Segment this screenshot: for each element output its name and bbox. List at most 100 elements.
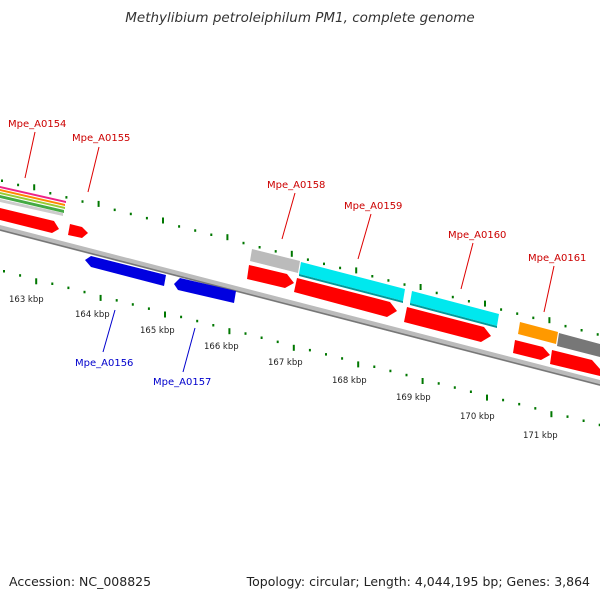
gene-arrow-mpe-a0156 bbox=[85, 256, 166, 286]
major-tick bbox=[290, 250, 293, 257]
minor-tick bbox=[502, 398, 505, 402]
minor-tick bbox=[534, 407, 537, 410]
major-tick bbox=[35, 278, 38, 285]
label-leaders bbox=[24, 131, 555, 373]
minor-tick bbox=[308, 348, 311, 352]
genome-backbone bbox=[0, 225, 600, 386]
minor-tick bbox=[81, 200, 84, 203]
minor-tick bbox=[242, 241, 245, 245]
minor-tick bbox=[516, 312, 519, 315]
minor-tick bbox=[566, 415, 569, 418]
minor-tick bbox=[244, 332, 247, 335]
scale-labels: 163 kbp 164 kbp 165 kbp 166 kbp 167 kbp … bbox=[9, 295, 558, 441]
major-tick bbox=[421, 378, 424, 384]
minor-tick bbox=[83, 290, 86, 294]
scale-label: 170 kbp bbox=[460, 412, 495, 422]
minor-tick bbox=[49, 192, 52, 195]
minor-tick bbox=[518, 402, 521, 406]
gene-label: Mpe_A0160 bbox=[448, 230, 506, 241]
minor-tick bbox=[212, 324, 215, 327]
minor-tick bbox=[451, 295, 454, 299]
minor-tick bbox=[306, 258, 309, 261]
major-tick bbox=[484, 300, 486, 307]
minor-tick bbox=[467, 300, 470, 303]
gene-label: Mpe_A0156 bbox=[75, 358, 133, 369]
major-tick bbox=[355, 267, 358, 274]
scale-label: 168 kbp bbox=[332, 376, 367, 386]
minor-tick bbox=[389, 369, 392, 373]
minor-tick bbox=[403, 283, 406, 286]
tick-marks bbox=[1, 179, 600, 427]
minor-tick bbox=[3, 270, 5, 273]
major-tick bbox=[99, 294, 102, 301]
gene-label: Mpe_A0155 bbox=[72, 133, 130, 144]
minor-tick bbox=[598, 423, 600, 427]
major-tick bbox=[164, 311, 166, 318]
minor-tick bbox=[1, 179, 3, 182]
gene-arrow-mpe-a0159 bbox=[294, 278, 397, 317]
minor-tick bbox=[129, 212, 132, 216]
scale-label: 166 kbp bbox=[204, 342, 239, 352]
minor-tick bbox=[180, 315, 183, 319]
topology-text: Topology: circular; Length: 4,044,195 bp… bbox=[246, 574, 590, 589]
minor-tick bbox=[210, 233, 213, 236]
major-tick bbox=[419, 284, 422, 290]
minor-tick bbox=[323, 262, 325, 266]
major-tick bbox=[226, 234, 229, 241]
major-tick bbox=[486, 394, 488, 401]
gene-arrow-mpe-a0161 bbox=[513, 340, 550, 360]
minor-tick bbox=[596, 333, 599, 336]
minor-tick bbox=[325, 353, 327, 356]
scale-label: 171 kbp bbox=[523, 431, 558, 441]
minor-tick bbox=[405, 373, 408, 377]
minor-tick bbox=[147, 307, 150, 310]
minor-tick bbox=[435, 291, 438, 295]
accession-text: Accession: NC_008825 bbox=[9, 574, 152, 589]
gene-arrow-mpe-a0160 bbox=[404, 307, 491, 342]
major-tick bbox=[33, 184, 36, 191]
gene-arrows bbox=[0, 208, 600, 376]
minor-tick bbox=[19, 274, 22, 277]
minor-tick bbox=[387, 279, 390, 282]
scale-label: 169 kbp bbox=[396, 393, 431, 403]
major-tick bbox=[292, 344, 295, 351]
minor-tick bbox=[371, 275, 374, 278]
minor-tick bbox=[145, 216, 148, 220]
gene-arrow-right-edge bbox=[550, 350, 600, 376]
major-tick bbox=[97, 200, 100, 207]
minor-tick bbox=[194, 229, 197, 232]
minor-tick bbox=[51, 282, 54, 285]
minor-tick bbox=[437, 382, 440, 385]
minor-tick bbox=[258, 246, 261, 249]
minor-tick bbox=[339, 266, 342, 270]
gene-label: Mpe_A0161 bbox=[528, 253, 586, 264]
major-tick bbox=[548, 317, 551, 324]
minor-tick bbox=[115, 299, 118, 302]
gene-arrow-mpe-a0155 bbox=[68, 224, 88, 238]
minor-tick bbox=[113, 208, 116, 212]
minor-tick bbox=[469, 390, 472, 393]
minor-tick bbox=[373, 365, 376, 368]
minor-tick bbox=[65, 196, 68, 199]
minor-tick bbox=[67, 286, 70, 290]
scale-label: 164 kbp bbox=[75, 310, 110, 320]
minor-tick bbox=[196, 319, 199, 323]
gene-arrow-mpe-a0158 bbox=[247, 265, 294, 288]
minor-tick bbox=[500, 308, 503, 311]
major-tick bbox=[550, 411, 553, 418]
scale-label: 163 kbp bbox=[9, 295, 44, 305]
feature-bands bbox=[0, 186, 66, 216]
minor-tick bbox=[341, 357, 344, 360]
minor-tick bbox=[582, 419, 585, 422]
gene-arrow-mpe-a0157 bbox=[174, 278, 236, 303]
gene-labels: Mpe_A0154 Mpe_A0155 Mpe_A0156 Mpe_A0157 … bbox=[8, 119, 586, 388]
gene-label: Mpe_A0157 bbox=[153, 377, 211, 388]
minor-tick bbox=[453, 386, 456, 389]
map-title: Methylibium petroleiphilum PM1, complete… bbox=[125, 10, 475, 26]
minor-tick bbox=[276, 340, 279, 344]
scale-label: 167 kbp bbox=[268, 358, 303, 368]
gene-label: Mpe_A0154 bbox=[8, 119, 66, 130]
minor-tick bbox=[274, 250, 277, 253]
major-tick bbox=[162, 217, 164, 224]
